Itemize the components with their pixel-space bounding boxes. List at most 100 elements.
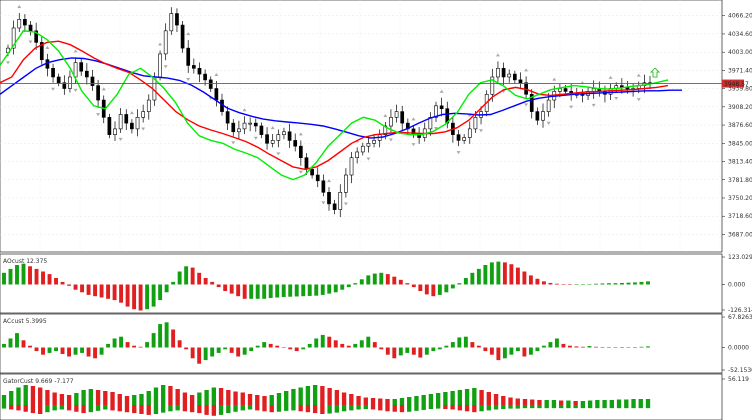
- ao-bar: [574, 284, 579, 285]
- candle-body: [400, 111, 405, 124]
- gator-upper-bar: [1, 395, 7, 405]
- candle-body: [191, 65, 196, 69]
- gator-upper-bar: [175, 389, 180, 405]
- ao-bar: [164, 284, 169, 293]
- gator-upper-bar: [609, 400, 614, 405]
- gator-upper-bar: [197, 392, 202, 405]
- gator-lower-bar: [38, 405, 43, 414]
- ac-bar: [268, 343, 273, 348]
- gator-upper-bar: [320, 386, 325, 405]
- candle-body: [62, 82, 67, 89]
- gator-upper-bar: [276, 393, 282, 405]
- gator-lower-bar: [479, 405, 484, 412]
- gator-upper-bar: [124, 396, 130, 405]
- gator-lower-bar: [587, 405, 593, 409]
- fractal-marker: [186, 32, 191, 36]
- ac-bar: [177, 340, 182, 348]
- ac-bar: [346, 345, 351, 348]
- gator-lower-bar: [204, 405, 209, 415]
- candle-body: [84, 70, 89, 78]
- gator-lower-bar: [530, 405, 535, 409]
- gator-upper-bar: [334, 390, 340, 405]
- ac-bar: [574, 346, 579, 348]
- ac-bar: [15, 333, 19, 348]
- gator-lower-bar: [1, 405, 7, 409]
- ao-bar: [392, 276, 397, 285]
- candle-body: [158, 53, 162, 78]
- y-tick-label: 3845.00: [728, 140, 752, 147]
- gator-upper-bar: [573, 401, 578, 405]
- ac-bar: [112, 338, 117, 348]
- ao-bar: [197, 272, 202, 285]
- ao-bar: [34, 268, 39, 285]
- candle-body: [456, 134, 461, 141]
- ac-bar: [197, 347, 202, 364]
- y-tick-label: 3718.60: [728, 213, 752, 220]
- gator-lower-bar: [269, 405, 274, 413]
- ao-bar: [535, 278, 540, 285]
- gator-upper-bar: [602, 400, 607, 405]
- gator-upper-bar: [30, 386, 36, 405]
- gator-upper-bar: [450, 391, 455, 405]
- ac-bar: [528, 347, 533, 355]
- candle-body: [287, 131, 292, 141]
- ao-bar: [255, 284, 260, 299]
- gator-upper-bar: [312, 385, 318, 405]
- ao-bar: [216, 284, 221, 288]
- gator-upper-bar: [262, 396, 267, 405]
- ac-bar: [203, 347, 208, 361]
- candle-body: [490, 76, 495, 95]
- gator-lower-bar: [334, 405, 340, 413]
- gator-upper-bar: [522, 399, 528, 405]
- ac-bar: [327, 336, 332, 348]
- gator-upper-bar: [59, 394, 65, 405]
- ac-bar: [54, 347, 58, 352]
- gator-lower-bar: [421, 405, 426, 410]
- gator-upper-bar: [146, 391, 151, 405]
- ac-bar: [67, 347, 72, 357]
- gator-upper-bar: [88, 389, 94, 405]
- gator-lower-bar: [378, 405, 383, 411]
- fractal-marker: [411, 143, 416, 147]
- ao-bar: [301, 284, 306, 297]
- gator-lower-bar: [616, 405, 622, 409]
- ac-bar: [119, 336, 124, 348]
- fractal-marker: [388, 138, 393, 142]
- gator-upper-bar: [595, 400, 600, 405]
- candle-body: [237, 128, 241, 133]
- ao-bar: [366, 275, 371, 285]
- gator-lower-bar: [631, 405, 636, 409]
- gator-lower-bar: [363, 405, 368, 410]
- candle-body: [118, 114, 123, 130]
- fractal-marker: [73, 88, 78, 92]
- y-tick-label: 3876.60: [728, 122, 752, 129]
- gator-lower-bar: [88, 405, 94, 413]
- gator-lower-bar: [443, 405, 448, 410]
- ao-bar: [73, 284, 78, 290]
- fractal-marker: [636, 98, 641, 102]
- gator-lower-bar: [153, 405, 159, 414]
- ao-bar: [54, 278, 58, 285]
- ac-bar: [411, 347, 416, 355]
- ac-bar: [184, 347, 189, 350]
- ao-bar: [626, 282, 631, 285]
- panel-3-frame: [0, 373, 723, 420]
- ac-bar: [535, 347, 540, 352]
- ac-bar: [275, 345, 280, 348]
- fractal-marker: [242, 108, 247, 112]
- candle-body: [473, 117, 478, 130]
- ac-bar: [333, 340, 338, 348]
- ao-bar: [99, 284, 104, 298]
- candle-body: [39, 42, 44, 60]
- gator-lower-bar: [255, 405, 260, 411]
- ao-bar: [171, 281, 176, 285]
- gator-upper-bar: [392, 399, 397, 405]
- gator-upper-bar: [566, 400, 571, 405]
- gator-upper-bar: [211, 387, 217, 405]
- ac-bar: [620, 347, 624, 348]
- fractal-marker: [214, 73, 219, 77]
- ac-bar: [281, 347, 286, 348]
- candle-body: [321, 180, 326, 193]
- candle-body: [259, 125, 264, 135]
